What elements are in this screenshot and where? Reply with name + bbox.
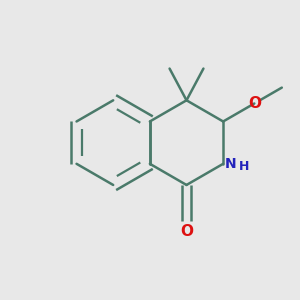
- Text: O: O: [248, 96, 261, 111]
- Text: H: H: [238, 160, 249, 173]
- Text: N: N: [225, 157, 237, 171]
- Text: O: O: [180, 224, 193, 239]
